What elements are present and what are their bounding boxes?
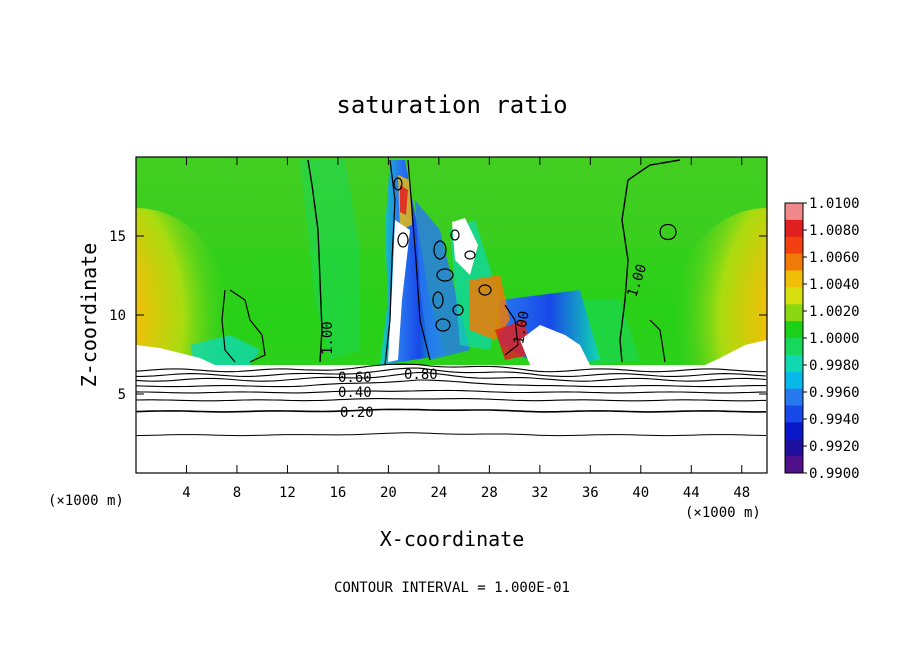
colorbar-segment bbox=[785, 236, 803, 255]
white-streak bbox=[388, 220, 410, 362]
contour-1.00-center bbox=[504, 304, 519, 356]
y-axis-title: Z-coordinate bbox=[77, 243, 101, 388]
colorbar-segment bbox=[785, 439, 803, 457]
colorbar-label: 1.0040 bbox=[809, 277, 860, 293]
colorbar-segment bbox=[785, 270, 803, 288]
colorbar-label: 0.9940 bbox=[809, 412, 860, 428]
contour-labels: 1.00 1.00 1.00 0.60 0.40 0.20 0.80 bbox=[320, 262, 650, 421]
y-tick-label: 15 bbox=[109, 229, 126, 245]
colorbar-label: 0.9980 bbox=[809, 358, 860, 374]
red-spot-1 bbox=[495, 320, 530, 360]
contour-label-6: 0.20 bbox=[340, 405, 374, 421]
x-axis-ticks: 4 8 12 16 20 24 28 32 36 40 44 48 bbox=[182, 157, 750, 501]
colorbar-label: 0.9960 bbox=[809, 385, 860, 401]
red-spot-2 bbox=[400, 185, 408, 215]
x-tick-label: 40 bbox=[632, 485, 649, 501]
updraft-core bbox=[415, 200, 470, 360]
orange-spot-1 bbox=[470, 275, 510, 340]
surface-contour-line bbox=[136, 398, 767, 402]
colorbar-segment bbox=[785, 287, 803, 305]
surface-contour-line bbox=[136, 367, 767, 377]
x-axis-title: X-coordinate bbox=[380, 527, 525, 551]
x-unit-left: (×1000 m) bbox=[48, 493, 124, 509]
contour-small-loop bbox=[659, 223, 677, 241]
y-axis-ticks: 5 10 15 bbox=[109, 229, 767, 403]
colorbar-segment bbox=[785, 253, 803, 271]
surface-contour-line bbox=[136, 363, 766, 373]
x-tick-label: 28 bbox=[481, 485, 498, 501]
contour-label-5: 0.40 bbox=[338, 385, 372, 401]
contour-column-right bbox=[407, 159, 431, 361]
lower-white-layer bbox=[136, 365, 767, 473]
contour-label-7: 0.80 bbox=[404, 367, 438, 383]
colorbar-segment bbox=[785, 354, 803, 373]
colorbar-label: 1.0100 bbox=[809, 196, 860, 212]
colorbar-label: 1.0080 bbox=[809, 223, 860, 239]
surface-contour-line bbox=[136, 432, 767, 437]
x-tick-label: 8 bbox=[233, 485, 241, 501]
x-tick-label: 4 bbox=[182, 485, 190, 501]
contour-label-3: 1.00 bbox=[511, 310, 533, 346]
x-tick-label: 20 bbox=[380, 485, 397, 501]
colorbar-label: 1.0060 bbox=[809, 250, 860, 266]
contour-left-loop-2 bbox=[221, 289, 236, 363]
contour-1.00-left bbox=[307, 159, 323, 363]
colorbar-segment bbox=[785, 338, 803, 356]
contour-interval-note: CONTOUR INTERVAL = 1.000E-01 bbox=[334, 580, 570, 596]
surface-contour-line bbox=[136, 379, 766, 388]
colorbar-segment bbox=[785, 371, 803, 390]
contour-1.00-right bbox=[619, 159, 681, 363]
x-tick-label: 12 bbox=[279, 485, 296, 501]
colorbar: 1.0100 1.0080 1.0060 1.0040 1.0020 1.0000 0.99… bbox=[784, 196, 860, 482]
colorbar-segment bbox=[785, 203, 803, 221]
colorbar-label: 1.0020 bbox=[809, 304, 860, 320]
surface-contour-line bbox=[136, 389, 767, 394]
contour-lines bbox=[136, 159, 767, 437]
colorbar-label: 0.9900 bbox=[809, 466, 860, 482]
surface-contour-line bbox=[136, 371, 767, 382]
colorbar-label: 1.0000 bbox=[809, 331, 860, 347]
colorbar-segment bbox=[785, 388, 803, 406]
heatmap-field bbox=[136, 157, 767, 473]
x-tick-label: 44 bbox=[683, 485, 700, 501]
y-tick-label: 10 bbox=[109, 308, 126, 324]
colorbar-segment bbox=[785, 321, 803, 339]
y-tick-label: 5 bbox=[118, 387, 126, 403]
colorbar-segment bbox=[785, 456, 803, 474]
colorbar-label: 0.9920 bbox=[809, 439, 860, 455]
colorbar-segment bbox=[785, 304, 803, 322]
colorbar-segment bbox=[785, 405, 803, 423]
x-tick-label: 32 bbox=[531, 485, 548, 501]
x-tick-label: 24 bbox=[430, 485, 447, 501]
contour-right-lower bbox=[649, 319, 666, 363]
x-unit-right: (×1000 m) bbox=[685, 505, 761, 521]
contour-left-loop bbox=[229, 289, 266, 363]
surface-contour-line bbox=[136, 408, 767, 413]
x-tick-label: 48 bbox=[733, 485, 750, 501]
contour-label-4: 0.60 bbox=[338, 370, 372, 386]
colorbar-segment bbox=[785, 422, 803, 440]
white-right-edge bbox=[705, 340, 767, 365]
chart-title: saturation ratio bbox=[336, 91, 567, 119]
white-blob-right bbox=[520, 325, 590, 365]
white-left-edge bbox=[136, 345, 215, 365]
contour-label-1: 1.00 bbox=[320, 321, 336, 355]
contour-noise-loops bbox=[393, 177, 492, 332]
colorbar-segment bbox=[785, 219, 803, 238]
x-tick-label: 36 bbox=[582, 485, 599, 501]
contour-column-left bbox=[384, 159, 396, 366]
x-tick-label: 16 bbox=[329, 485, 346, 501]
